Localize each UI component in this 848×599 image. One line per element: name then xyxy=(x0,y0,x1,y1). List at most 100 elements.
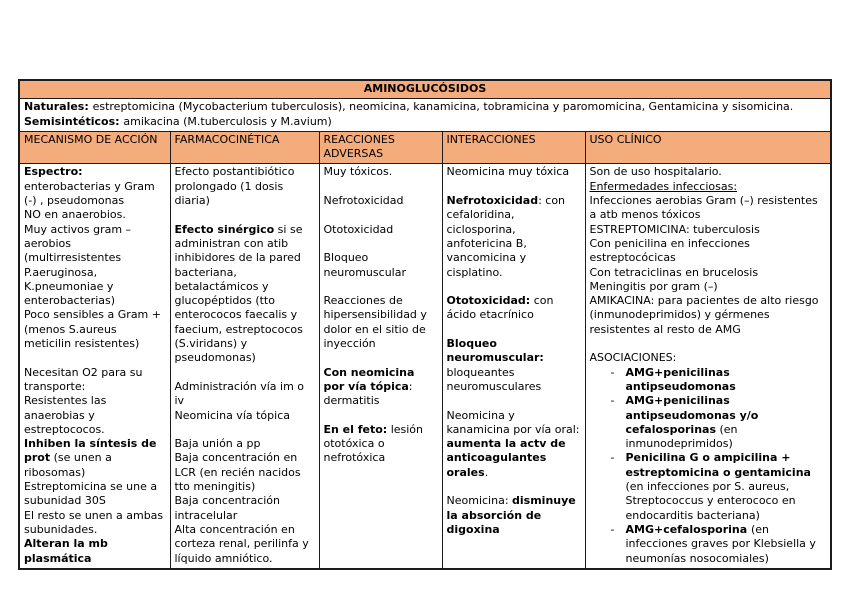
paragraph: Poco sensibles a Gram + (menos S.aureus … xyxy=(24,308,166,351)
header-mecanismo-de-accion: MECANISMO DE ACCIÓN xyxy=(18,130,171,165)
paragraph xyxy=(324,409,438,423)
paragraph xyxy=(324,351,438,365)
paragraph: Son de uso hospitalario. xyxy=(590,165,827,179)
paragraph: Neomicina y kanamicina por vía oral: aum… xyxy=(447,409,581,480)
text-run: Ototoxicidad xyxy=(323,222,394,236)
text-run: En el feto: xyxy=(323,422,388,436)
paragraph: Con tetraciclinas en brucelosis xyxy=(590,266,827,280)
text-run: Enfermedades infecciosas: xyxy=(589,179,738,193)
paragraph: Muy activos gram – aerobios (multirresis… xyxy=(24,223,166,309)
text-run: AMG+penicilinas antipseudomonas xyxy=(625,365,736,393)
text-run: Estreptomicina se une a subunidad 30S xyxy=(24,480,158,508)
text-run: Neomicina muy tóxica xyxy=(446,165,570,179)
text-run: Efecto postantibiótico prolongado (1 dos… xyxy=(174,165,295,208)
header-uso-clinico: USO CLÍNICO xyxy=(584,130,832,165)
text-run: (en infecciones graves por Klebsiella y … xyxy=(625,522,816,565)
text-run: lesión ototóxica o nefrotóxica xyxy=(323,422,424,465)
text-run: Reacciones de hipersensibilidad y dolor … xyxy=(323,294,427,351)
column-header-row: MECANISMO DE ACCIÓN FARMACOCINÉTICA REAC… xyxy=(18,130,832,165)
paragraph: Naturales: estreptomicina (Mycobacterium… xyxy=(24,100,826,114)
paragraph: Administración vía im o iv xyxy=(175,380,315,409)
paragraph: Ototoxicidad xyxy=(324,223,438,237)
paragraph: Espectro: xyxy=(24,165,166,179)
text-run: Bloqueo neuromuscular xyxy=(323,251,406,279)
text-run: Espectro: xyxy=(24,165,83,179)
paragraph: Neomicina muy tóxica xyxy=(447,165,581,179)
paragraph: Neomicina: disminuye la absorción de dig… xyxy=(447,494,581,537)
text-run: Muy tóxicos. xyxy=(323,165,393,179)
text-run: bloqueantes neuromusculares xyxy=(446,365,542,393)
text-run: enterobacterias y Gram (-) , pseudomonas xyxy=(24,179,155,208)
paragraph: Efecto sinérgico si se administran con a… xyxy=(175,223,315,366)
text-run: Inhiben la síntesis de prot xyxy=(24,437,157,465)
header-reacciones-adversas: REACCIONES ADVERSAS xyxy=(318,130,443,165)
paragraph xyxy=(447,280,581,294)
cell-interacciones: Neomicina muy tóxica Nefrotoxicidad: con… xyxy=(441,163,586,570)
classification-cell: Naturales: estreptomicina (Mycobacterium… xyxy=(18,98,832,132)
text-run: disminuye la absorción de digoxina xyxy=(446,494,576,536)
text-run: Necesitan O2 para su transporte: xyxy=(24,365,143,393)
paragraph xyxy=(447,480,581,494)
paragraph: Con neomicina por vía tópica: dermatitis xyxy=(324,366,438,409)
text-run: Infecciones aerobias Gram (–) resistente… xyxy=(589,194,818,222)
text-run: Naturales: xyxy=(24,100,93,114)
text-run: si se administran con atib inhibidores d… xyxy=(174,222,303,365)
paragraph: Semisintéticos: amikacina (M.tuberculosi… xyxy=(24,115,826,129)
paragraph xyxy=(324,208,438,222)
paragraph: Alteran la mb plasmática xyxy=(24,537,166,566)
header-interacciones: INTERACCIONES xyxy=(441,130,586,165)
text-run: Efecto sinérgico xyxy=(174,222,275,236)
bullet-marker: - xyxy=(610,365,615,379)
table-body-row: Espectro: enterobacterias y Gram (-) , ps… xyxy=(18,163,832,570)
aminoglucosidos-table: AMINOGLUCÓSIDOS Naturales: estreptomicin… xyxy=(18,79,833,570)
text-run: AMG+penicilinas antipseudomonas y/o cefa… xyxy=(625,394,759,436)
text-run: Baja unión a pp xyxy=(174,437,261,451)
text-run: (en inmunodeprimidos) xyxy=(625,422,738,451)
text-run: Meningitis por gram (–) xyxy=(589,279,718,293)
bullet-text: AMG+penicilinas antipseudomonas xyxy=(626,366,736,393)
bullet-text: AMG+penicilinas antipseudomonas y/o cefa… xyxy=(626,394,759,450)
cell-reacciones-adversas: Muy tóxicos. Nefrotoxicidad Ototoxicidad… xyxy=(318,163,443,570)
text-run: (se unen a ribosomas) xyxy=(24,451,112,479)
bullet-text: Penicilina G o ampicilina + estreptomici… xyxy=(626,451,811,521)
text-run: Nefrotoxicidad xyxy=(446,194,539,208)
text-run: Nefrotoxicidad xyxy=(323,194,404,208)
paragraph: Baja unión a pp xyxy=(175,437,315,451)
text-run: Bloqueo neuromuscular: xyxy=(446,337,544,365)
text-run: Neomicina vía tópica xyxy=(174,408,290,422)
paragraph: Inhiben la síntesis de prot (se unen a r… xyxy=(24,437,166,480)
paragraph: Nefrotoxicidad xyxy=(324,194,438,208)
paragraph xyxy=(175,208,315,222)
text-run: : con cefaloridina, ciclosporina, anfote… xyxy=(446,194,566,279)
cell-uso-clinico: Son de uso hospitalario. Enfermedades inf… xyxy=(584,163,832,570)
paragraph: enterobacterias y Gram (-) , pseudomonas xyxy=(24,180,166,209)
text-run: Muy activos gram – aerobios (multirresis… xyxy=(24,222,132,308)
text-run: Neomicina: xyxy=(446,494,513,508)
text-run: (en infecciones por S. aureus, Streptoco… xyxy=(625,480,796,522)
text-run: Neomicina y kanamicina por vía oral: xyxy=(446,408,580,436)
paragraph xyxy=(324,180,438,194)
text-run: ESTREPTOMICINA: tuberculosis xyxy=(589,222,760,236)
bullet-text: AMG+cefalosporina (en infecciones graves… xyxy=(626,523,816,565)
paragraph xyxy=(447,323,581,337)
text-run: Alta concentración en corteza renal, per… xyxy=(174,522,309,565)
bullet-marker: - xyxy=(610,451,615,465)
text-run: Son de uso hospitalario. xyxy=(589,165,722,179)
text-run: Administración vía im o iv xyxy=(174,379,305,408)
bullet-item: - AMG+penicilinas antipseudomonas xyxy=(590,366,827,395)
text-run: Ototoxicidad: xyxy=(446,294,531,308)
paragraph xyxy=(324,280,438,294)
text-run: estreptomicina (Mycobacterium tuberculos… xyxy=(92,100,794,114)
paragraph: Bloqueo neuromuscular: bloqueantes neuro… xyxy=(447,337,581,394)
text-run: Baja concentración intracelular xyxy=(174,494,281,522)
cell-mecanismo-de-accion: Espectro: enterobacterias y Gram (-) , ps… xyxy=(18,163,171,570)
bullet-marker: - xyxy=(610,522,615,536)
paragraph xyxy=(590,337,827,351)
paragraph xyxy=(324,237,438,251)
paragraph: NO en anaerobios. xyxy=(24,208,166,222)
text-run: ASOCIACIONES: xyxy=(589,351,677,365)
text-run: Con penicilina en infecciones estreptocó… xyxy=(589,236,750,265)
classification-row: Naturales: estreptomicina (Mycobacterium… xyxy=(18,98,832,132)
paragraph: Ototoxicidad: con ácido etacrínico xyxy=(447,294,581,323)
